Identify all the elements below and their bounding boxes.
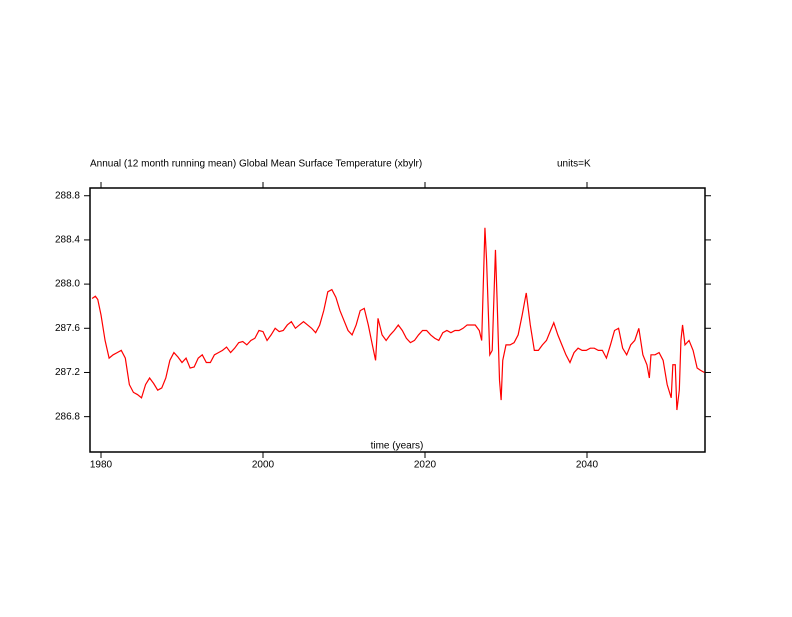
x-tick-label: 2000 <box>252 460 275 471</box>
y-tick-label: 287.2 <box>55 367 80 378</box>
chart-title: Annual (12 month running mean) Global Me… <box>90 159 422 170</box>
plot-frame <box>89 187 706 453</box>
units-label: units=K <box>557 159 591 170</box>
x-tick-label: 2020 <box>414 460 437 471</box>
y-tick-label: 288.0 <box>55 279 80 290</box>
data-line <box>91 227 705 411</box>
y-tick-label: 288.4 <box>55 235 80 246</box>
x-tick-label: 2040 <box>576 460 599 471</box>
x-axis-label: time (years) <box>371 441 424 452</box>
y-tick-label: 288.8 <box>55 190 80 201</box>
y-tick-label: 287.6 <box>55 323 80 334</box>
x-tick-label: 1980 <box>90 460 113 471</box>
y-tick-label: 286.8 <box>55 411 80 422</box>
